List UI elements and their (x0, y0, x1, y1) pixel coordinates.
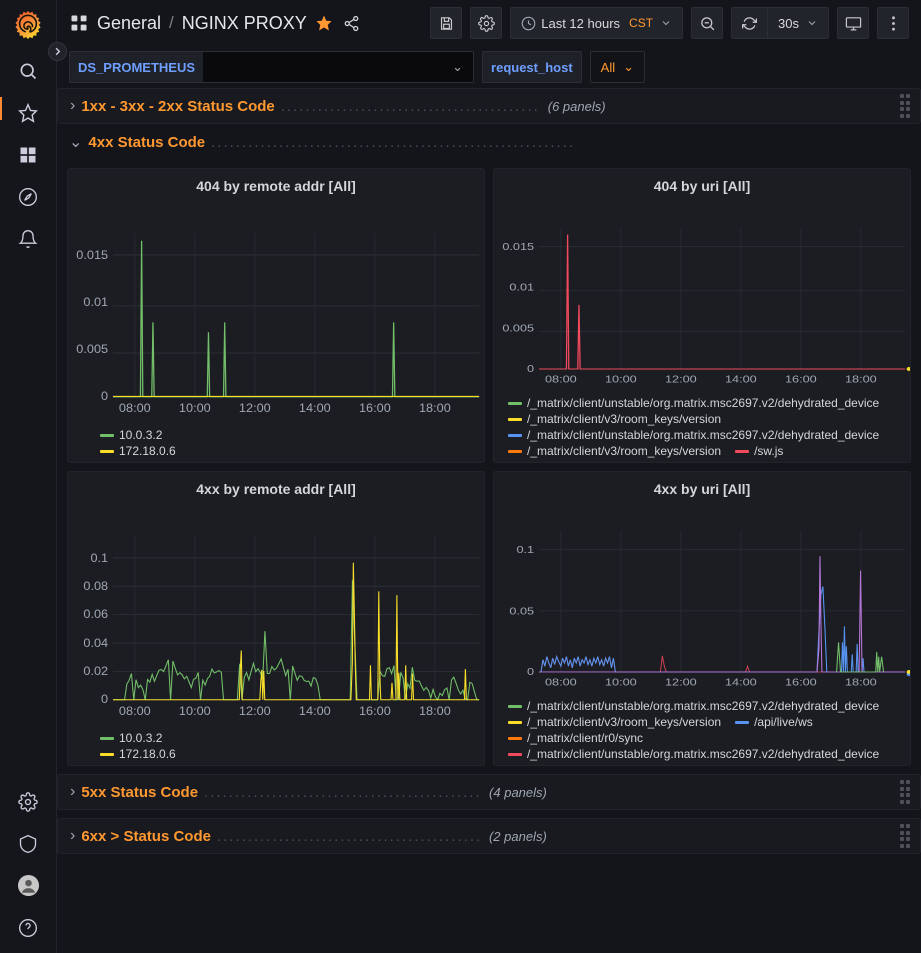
svg-text:18:00: 18:00 (845, 374, 877, 385)
svg-text:0: 0 (101, 693, 108, 707)
svg-text:0.04: 0.04 (83, 636, 108, 650)
svg-text:14:00: 14:00 (725, 677, 757, 688)
svg-text:16:00: 16:00 (785, 677, 817, 688)
svg-text:10:00: 10:00 (605, 374, 637, 385)
svg-text:0: 0 (527, 667, 534, 678)
svg-text:10:00: 10:00 (179, 705, 211, 719)
svg-text:0.02: 0.02 (83, 664, 108, 678)
svg-text:12:00: 12:00 (665, 374, 697, 385)
svg-text:0.005: 0.005 (502, 323, 534, 334)
svg-text:0.08: 0.08 (83, 579, 108, 593)
svg-text:0.015: 0.015 (76, 248, 108, 262)
svg-text:0.015: 0.015 (502, 242, 534, 253)
svg-text:0.01: 0.01 (509, 283, 534, 294)
svg-text:0: 0 (527, 364, 534, 375)
svg-text:18:00: 18:00 (419, 705, 451, 719)
svg-text:0.06: 0.06 (83, 608, 108, 622)
svg-text:0.1: 0.1 (90, 551, 108, 565)
svg-text:10:00: 10:00 (605, 677, 637, 688)
svg-text:16:00: 16:00 (359, 402, 391, 416)
svg-text:0.005: 0.005 (76, 342, 108, 356)
svg-text:12:00: 12:00 (239, 705, 271, 719)
svg-text:16:00: 16:00 (785, 374, 817, 385)
svg-text:12:00: 12:00 (665, 677, 697, 688)
svg-text:0: 0 (101, 390, 108, 404)
svg-text:12:00: 12:00 (239, 402, 271, 416)
svg-text:14:00: 14:00 (299, 705, 331, 719)
svg-text:08:00: 08:00 (119, 402, 151, 416)
svg-text:0.05: 0.05 (509, 606, 534, 617)
svg-text:08:00: 08:00 (545, 677, 577, 688)
svg-text:16:00: 16:00 (359, 705, 391, 719)
svg-text:10:00: 10:00 (179, 402, 211, 416)
svg-text:0.01: 0.01 (83, 295, 108, 309)
svg-text:14:00: 14:00 (725, 374, 757, 385)
svg-text:08:00: 08:00 (545, 374, 577, 385)
svg-text:08:00: 08:00 (119, 705, 151, 719)
svg-text:18:00: 18:00 (419, 402, 451, 416)
svg-text:14:00: 14:00 (299, 402, 331, 416)
svg-text:0.1: 0.1 (516, 545, 534, 556)
svg-text:18:00: 18:00 (845, 677, 877, 688)
